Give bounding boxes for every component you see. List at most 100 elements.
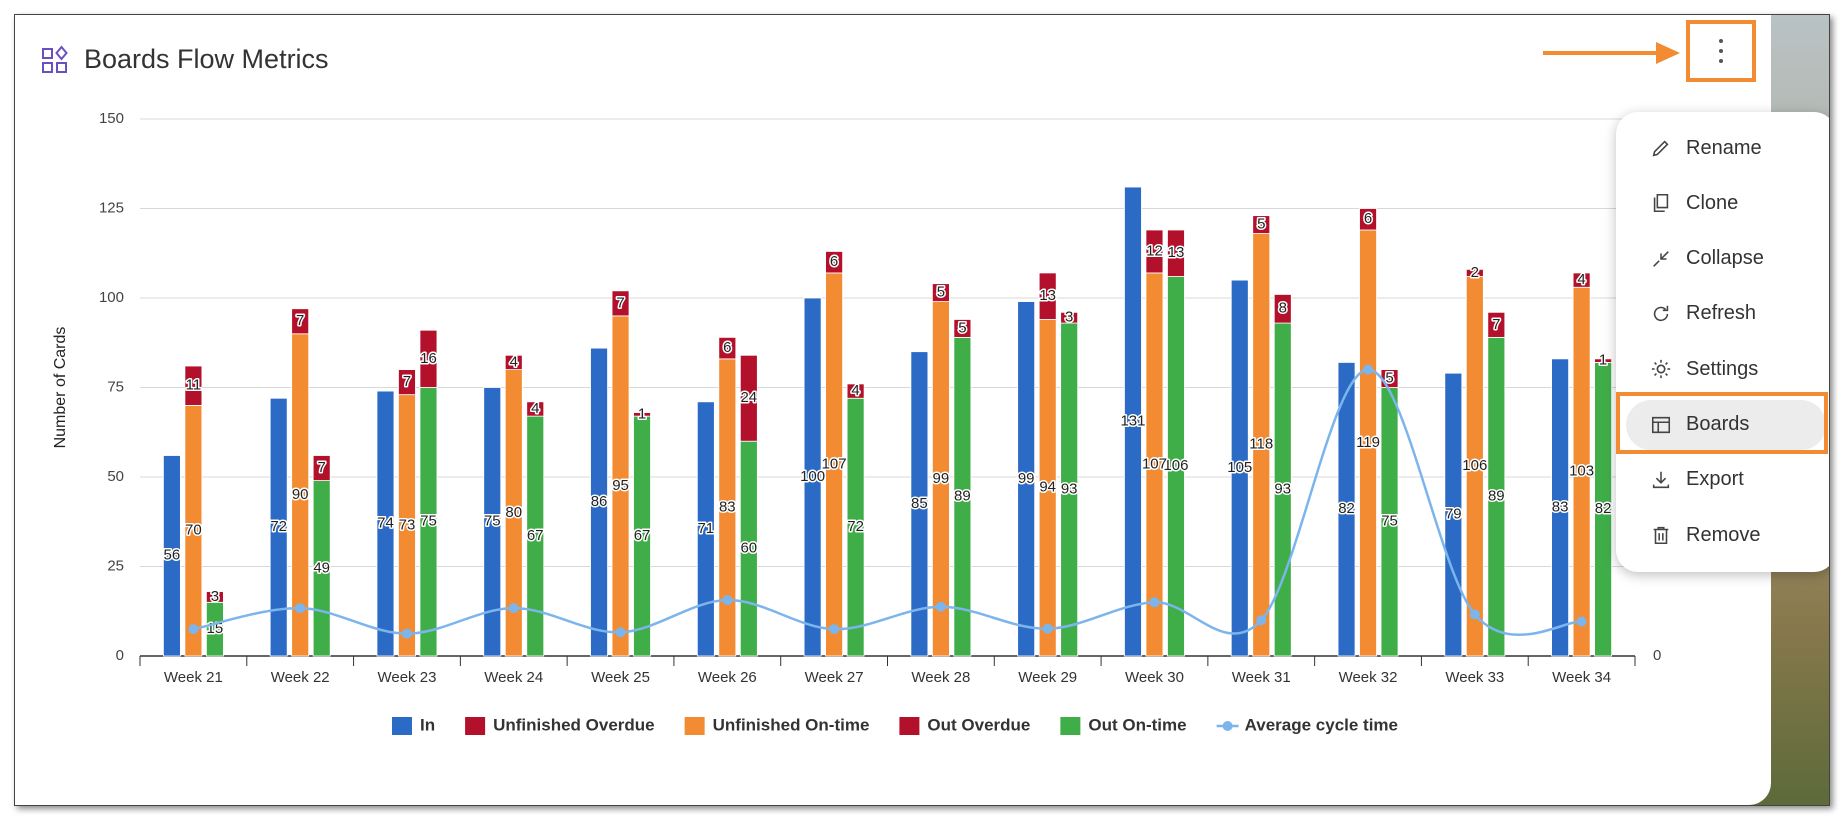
menu-icon (1653, 305, 1669, 321)
point (1256, 615, 1267, 626)
legend-item[interactable]: Unfinished On-time (684, 715, 870, 735)
data-label: 94 (1039, 479, 1056, 496)
data-label: 89 (1488, 488, 1505, 505)
data-label: 6 (723, 339, 731, 356)
x-tick-label: Week 34 (1552, 669, 1611, 686)
bar (1124, 186, 1142, 657)
y-tick-label: 25 (107, 557, 124, 574)
x-tick-label: Week 25 (591, 669, 650, 686)
x-tick-label: Week 24 (484, 669, 543, 686)
bar (205, 591, 224, 603)
data-label: 106 (1462, 457, 1487, 474)
x-tick-label: Week 27 (805, 669, 864, 686)
y-tick-label: 50 (107, 468, 124, 485)
point (508, 603, 519, 614)
data-label: 105 (1227, 459, 1252, 476)
bar (846, 383, 865, 399)
data-label: 5 (937, 284, 945, 301)
data-label: 86 (591, 493, 608, 510)
x-tick-label: Week 32 (1339, 669, 1398, 686)
data-label: 95 (612, 477, 629, 494)
bar (1017, 301, 1036, 657)
legend-item[interactable]: Average cycle time (1216, 715, 1398, 734)
bar (526, 401, 545, 417)
data-label: 106 (1163, 457, 1188, 474)
menu-label: Settings (1686, 357, 1759, 380)
data-label: 6 (1364, 210, 1372, 227)
legend-symbol (899, 717, 920, 735)
data-label: 70 (185, 522, 202, 539)
data-label: 1 (1599, 352, 1607, 369)
bar (825, 251, 844, 274)
data-label: 12 (1146, 242, 1163, 259)
menu-item[interactable]: Export (1626, 455, 1826, 505)
legend: In Unfinished Overdue Unfinished On-time Ou… (391, 715, 1398, 735)
y-axis-label: Number of Cards (52, 327, 69, 449)
legend-item[interactable]: Out On-time (1060, 715, 1187, 735)
point (615, 627, 626, 638)
kebab-button[interactable] (1719, 39, 1723, 63)
menu-icon (1652, 140, 1669, 157)
data-label: 82 (1595, 500, 1612, 517)
legend-symbol (684, 717, 705, 735)
data-label: 83 (1552, 498, 1569, 515)
menu-item[interactable]: Settings (1626, 344, 1826, 394)
data-label: 118 (1249, 436, 1273, 453)
bar (718, 336, 737, 360)
menu-label: Refresh (1686, 302, 1757, 325)
legend-item[interactable]: Unfinished Overdue (465, 715, 655, 735)
data-label: 7 (1492, 316, 1500, 333)
menu-icon (1652, 471, 1670, 488)
data-label: 67 (527, 527, 544, 544)
data-label: 80 (505, 504, 522, 521)
legend-symbol (391, 717, 412, 735)
legend-item[interactable]: Out Overdue (899, 715, 1030, 735)
bar (1252, 215, 1271, 234)
bar (1487, 311, 1506, 338)
menu-item[interactable]: Clone (1626, 178, 1826, 228)
bar (633, 412, 651, 417)
data-label: 93 (1061, 480, 1078, 497)
arrow (1543, 42, 1680, 64)
bar (1465, 268, 1484, 277)
bar (611, 290, 630, 317)
data-label: 119 (1356, 434, 1380, 451)
bar (1594, 358, 1613, 363)
data-label: 1 (638, 405, 646, 422)
data-label: 5 (1385, 370, 1393, 387)
legend-symbol (1060, 717, 1081, 735)
bar (291, 308, 310, 335)
menu-icon (1653, 250, 1669, 267)
y-tick-label: 0 (116, 647, 124, 664)
menu-item[interactable]: Refresh (1626, 289, 1826, 339)
data-label: 107 (822, 455, 847, 472)
x-tick-label: Week 28 (911, 669, 970, 686)
widget-card: Boards Flow Metrics 025507510012515002Nu… (15, 15, 1771, 805)
data-label: 89 (954, 488, 971, 505)
x-tick-label: Week 30 (1125, 669, 1184, 686)
y-tick-label: 125 (99, 199, 124, 216)
legend-label: Out Overdue (927, 715, 1030, 734)
data-label: 107 (1142, 455, 1167, 472)
data-label: 5 (958, 319, 966, 336)
menu-icon (1651, 360, 1671, 379)
data-label: 3 (1065, 309, 1073, 326)
legend-symbol (1222, 721, 1233, 731)
data-label: 6 (830, 253, 838, 270)
data-label: 82 (1338, 500, 1355, 517)
menu-item[interactable]: Remove (1626, 510, 1826, 560)
menu-item[interactable]: Rename (1626, 123, 1826, 173)
widget-title: Boards Flow Metrics (84, 44, 329, 74)
data-label: 74 (377, 515, 394, 532)
bars (162, 186, 1613, 657)
menu-item[interactable]: Collapse (1626, 234, 1826, 284)
bar (1060, 311, 1079, 324)
data-label: 4 (851, 382, 859, 399)
menu-item[interactable]: Boards (1626, 399, 1826, 450)
legend-item[interactable]: In (391, 715, 435, 735)
highlight-box (1686, 20, 1756, 82)
menu-label: Rename (1686, 136, 1762, 159)
bar (1273, 294, 1292, 324)
bar (1337, 362, 1356, 657)
data-label: 79 (1445, 506, 1462, 523)
